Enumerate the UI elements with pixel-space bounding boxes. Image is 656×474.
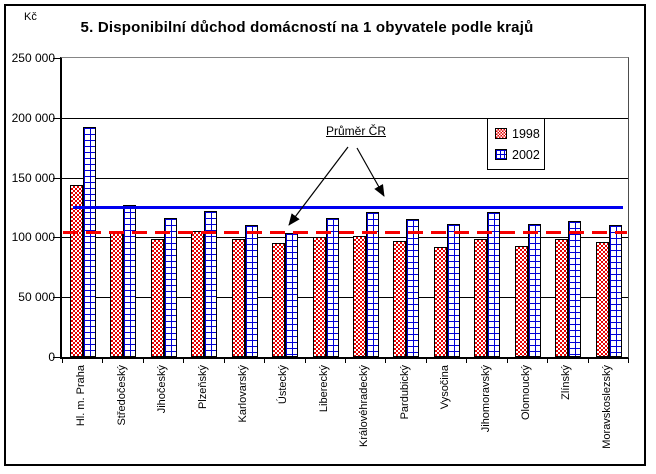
bar-1998 — [232, 239, 245, 357]
x-axis-category-label: Jihomoravský — [480, 365, 492, 433]
bar-2002 — [164, 218, 177, 357]
x-axis-tick — [102, 358, 103, 363]
x-axis-category-label: Zlínský — [560, 365, 572, 400]
y-axis-tick-label: 200 000 — [11, 111, 55, 125]
gridline — [62, 297, 628, 298]
y-axis-tick-label: 50 000 — [18, 290, 55, 304]
legend-label: 2002 — [512, 147, 540, 162]
legend-swatch-red-checkerboard — [495, 128, 507, 139]
legend-label: 1998 — [512, 126, 540, 141]
average-line-2002 — [73, 206, 623, 209]
x-axis-tick — [264, 358, 265, 363]
bar-2002 — [609, 225, 622, 357]
x-axis-category-label: Ústecký — [277, 365, 289, 405]
bar-1998 — [110, 233, 123, 357]
x-axis-category-label: Karlovarský — [237, 365, 249, 423]
x-axis-tick — [62, 358, 63, 363]
x-axis-category-label: Moravskoslezský — [601, 365, 613, 449]
bar-1998 — [70, 185, 83, 357]
bar-2002 — [366, 212, 379, 357]
chart-title: 5. Disponibilní důchod domácností na 1 o… — [80, 19, 534, 36]
gridline — [62, 178, 628, 179]
x-axis-tick — [224, 358, 225, 363]
x-axis-tick — [466, 358, 467, 363]
y-axis-tick — [53, 118, 60, 119]
bar-1998 — [474, 239, 487, 357]
x-axis-labels: Hl. m. Praha Středočeský Jihočeský Plzeňský… — [62, 357, 628, 469]
y-axis-tick — [53, 58, 60, 59]
x-axis-tick — [507, 358, 508, 363]
bar-2002 — [568, 221, 581, 357]
bar-1998 — [596, 242, 609, 357]
y-axis-unit-label: Kč — [24, 11, 37, 23]
x-axis-tick — [183, 358, 184, 363]
bar-2002 — [245, 225, 258, 357]
average-annotation-label: Průměr ČR — [325, 124, 386, 138]
bar-2002 — [528, 224, 541, 357]
bar-1998 — [191, 231, 204, 357]
bar-2002 — [123, 205, 136, 357]
plot-area — [60, 57, 629, 359]
x-axis-category-label: Středočeský — [116, 365, 128, 426]
x-axis-category-label: Olomoucký — [520, 365, 532, 421]
x-axis-category-label: Pardubický — [399, 365, 411, 420]
x-axis-category-label: Hl. m. Praha — [75, 365, 87, 427]
x-axis-category-label: Jihočeský — [156, 365, 168, 414]
bar-2002 — [406, 219, 419, 357]
legend: 1998 2002 — [487, 118, 545, 170]
x-axis-tick — [628, 358, 629, 363]
bar-2002 — [83, 127, 96, 357]
y-axis-tick-label: 100 000 — [11, 230, 55, 244]
bar-1998 — [515, 246, 528, 357]
y-axis-tick-label: 150 000 — [11, 171, 55, 185]
bar-1998 — [353, 236, 366, 357]
x-axis-tick — [345, 358, 346, 363]
bar-2002 — [487, 212, 500, 357]
bar-1998 — [151, 239, 164, 357]
x-axis-tick — [426, 358, 427, 363]
x-axis-tick — [143, 358, 144, 363]
legend-item-1998: 1998 — [488, 123, 544, 144]
average-line-1998 — [63, 231, 627, 234]
x-axis-tick — [305, 358, 306, 363]
bar-1998 — [272, 243, 285, 357]
x-axis-category-label: Liberecký — [318, 365, 330, 413]
x-axis-tick — [547, 358, 548, 363]
bar-2002 — [326, 218, 339, 357]
gridline — [62, 118, 628, 119]
y-axis-tick — [53, 297, 60, 298]
legend-swatch-blue-grid — [495, 149, 507, 160]
bar-2002 — [204, 211, 217, 357]
y-axis-tick-label: 250 000 — [11, 51, 55, 65]
gridline — [62, 237, 628, 238]
x-axis-category-label: Královéhradecký — [358, 365, 370, 447]
x-axis-category-label: Plzeňský — [197, 365, 209, 410]
x-axis-tick — [385, 358, 386, 363]
bar-2002 — [447, 224, 460, 357]
y-axis-tick — [53, 237, 60, 238]
y-axis-tick — [53, 357, 60, 358]
bar-1998 — [313, 237, 326, 357]
legend-item-2002: 2002 — [488, 144, 544, 165]
bar-1998 — [393, 241, 406, 357]
x-axis-category-label: Vysočina — [439, 365, 451, 410]
y-axis-tick — [53, 178, 60, 179]
bar-2002 — [285, 233, 298, 357]
x-axis-tick — [588, 358, 589, 363]
bar-1998 — [434, 247, 447, 357]
bar-1998 — [555, 239, 568, 357]
y-axis-tick-label: 0 — [48, 350, 55, 364]
